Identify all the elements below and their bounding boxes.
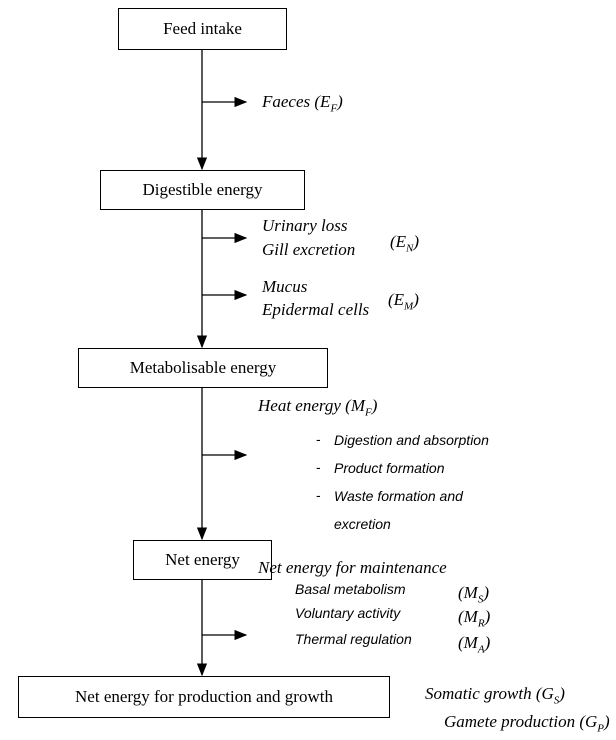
label-text: (E [388, 290, 405, 309]
loss-label: Mucus [262, 277, 308, 296]
loss-label: Gill excretion [262, 240, 356, 259]
label-text: Somatic growth (G [425, 684, 554, 703]
subscript: N [406, 242, 414, 255]
bullet-dash: - [316, 431, 321, 447]
label-end: ) [413, 290, 419, 309]
label-end: ) [484, 633, 491, 652]
label-end: ) [559, 684, 565, 703]
subscript: S [553, 694, 560, 707]
subscript: R [477, 617, 485, 630]
loss-symbol: (EM) [388, 290, 419, 316]
maintenance-item: Voluntary activity [295, 605, 401, 621]
subscript: F [330, 102, 338, 115]
heat-item: Product formation [334, 460, 445, 476]
maintenance-symbol: (MA) [458, 633, 490, 659]
stage-box: Net energy [133, 540, 272, 580]
maintenance-item: Basal metabolism [295, 581, 406, 597]
label-end: ) [337, 92, 343, 111]
stage-box: Net energy for production and growth [18, 676, 390, 718]
bullet-dash: - [316, 487, 321, 503]
subscript: M [404, 300, 414, 313]
label-text: (M [458, 583, 478, 602]
label-text: (M [458, 633, 478, 652]
growth-label: Gamete production (GP) [444, 712, 610, 738]
maintenance-item: Thermal regulation [295, 631, 412, 647]
stage-box: Digestible energy [100, 170, 305, 210]
stage-box: Metabolisable energy [78, 348, 328, 388]
label-text: Heat energy (M [258, 396, 365, 415]
label-end: ) [483, 583, 489, 602]
maintenance-symbol: (MS) [458, 583, 489, 609]
loss-label: Faeces (EF) [262, 92, 343, 118]
label-text: Faeces (E [262, 92, 331, 111]
subscript: S [477, 593, 484, 606]
label-end: ) [604, 712, 610, 731]
label-end: ) [413, 232, 420, 251]
maintenance-heading: Net energy for maintenance [258, 558, 447, 577]
loss-label: Urinary loss [262, 216, 348, 235]
label-end: ) [371, 396, 378, 415]
label-text: (M [458, 607, 478, 626]
label-end: ) [484, 607, 491, 626]
subscript: F [365, 406, 372, 419]
bullet-dash: - [316, 459, 321, 475]
subscript: A [477, 643, 485, 656]
heat-item: Waste formation and excretion [334, 488, 463, 532]
loss-symbol: (EN) [390, 232, 419, 258]
growth-label: Somatic growth (GS) [425, 684, 565, 710]
stage-box: Feed intake [118, 8, 287, 50]
label-text: Gamete production (G [444, 712, 598, 731]
maintenance-symbol: (MR) [458, 607, 490, 633]
heat-item: Digestion and absorption [334, 432, 489, 448]
subscript: P [597, 722, 605, 735]
label-text: (E [390, 232, 407, 251]
heat-heading: Heat energy (MF) [258, 396, 377, 422]
loss-label: Epidermal cells [262, 300, 370, 319]
